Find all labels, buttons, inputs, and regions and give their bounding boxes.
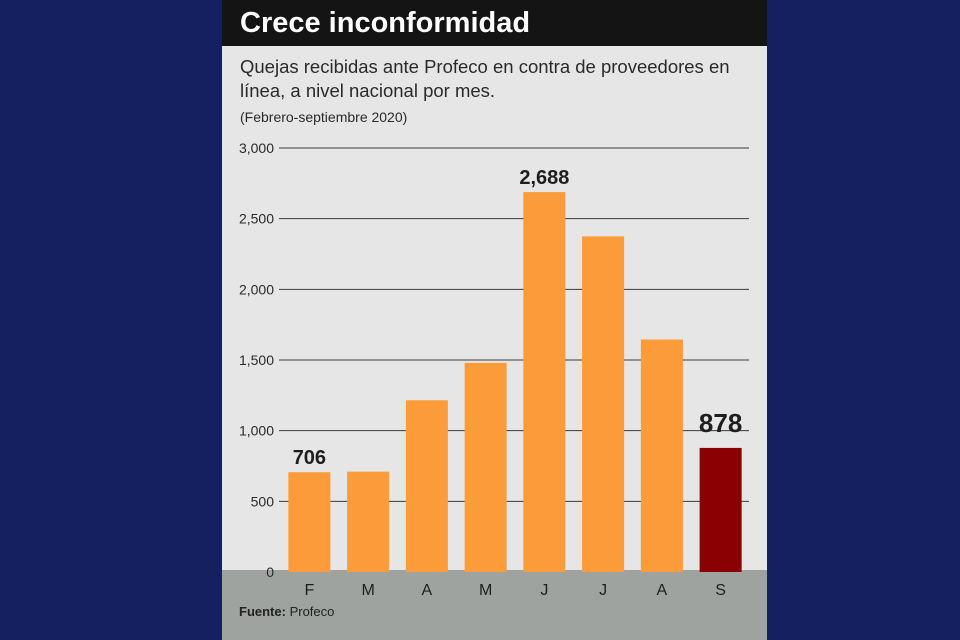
bar <box>405 400 448 572</box>
x-tick-label: S <box>715 582 726 599</box>
source-label: Fuente: <box>239 604 286 619</box>
bar <box>699 447 742 572</box>
x-tick-label: A <box>657 582 668 599</box>
y-tick-label: 2,500 <box>239 211 274 227</box>
chart-title: Crece inconformidad <box>222 0 767 46</box>
bar <box>523 192 566 572</box>
source-value: Profeco <box>289 604 335 619</box>
data-label: 878 <box>699 408 742 438</box>
x-tick-label: J <box>599 582 607 599</box>
bar <box>582 236 625 573</box>
bar <box>347 471 390 572</box>
y-tick-label: 2,000 <box>239 281 274 297</box>
y-tick-label: 1,500 <box>239 352 274 368</box>
y-tick-label: 3,000 <box>239 140 274 156</box>
chart-subtitle: Quejas recibidas ante Profeco en contra … <box>240 56 730 101</box>
y-tick-label: 1,000 <box>239 423 274 439</box>
gridlines: 0 500 1,000 1,500 2,000 2,500 3,000 <box>239 140 749 580</box>
x-tick-label: F <box>304 582 314 599</box>
data-label: 706 <box>293 447 326 469</box>
x-tick-label: M <box>479 582 492 599</box>
chart-card: Crece inconformidad Quejas recibidas ant… <box>222 0 767 640</box>
x-tick-label: A <box>422 582 433 599</box>
bar <box>464 362 507 572</box>
x-tick-label: M <box>361 582 374 599</box>
bars: F 706 M A M J 2,688 J A S 878 <box>288 167 742 599</box>
source-note: Fuente: Profeco <box>239 604 334 619</box>
x-axis-band <box>222 570 767 640</box>
bar-chart: 0 500 1,000 1,500 2,000 2,500 3,000 F 706 M A M J 2,… <box>222 140 767 640</box>
y-tick-label: 0 <box>266 564 274 580</box>
x-tick-label: J <box>540 582 548 599</box>
chart-period: (Febrero-septiembre 2020) <box>240 109 408 125</box>
y-tick-label: 500 <box>251 493 275 509</box>
bar <box>640 339 683 572</box>
data-label: 2,688 <box>519 167 569 189</box>
bar <box>288 472 331 572</box>
